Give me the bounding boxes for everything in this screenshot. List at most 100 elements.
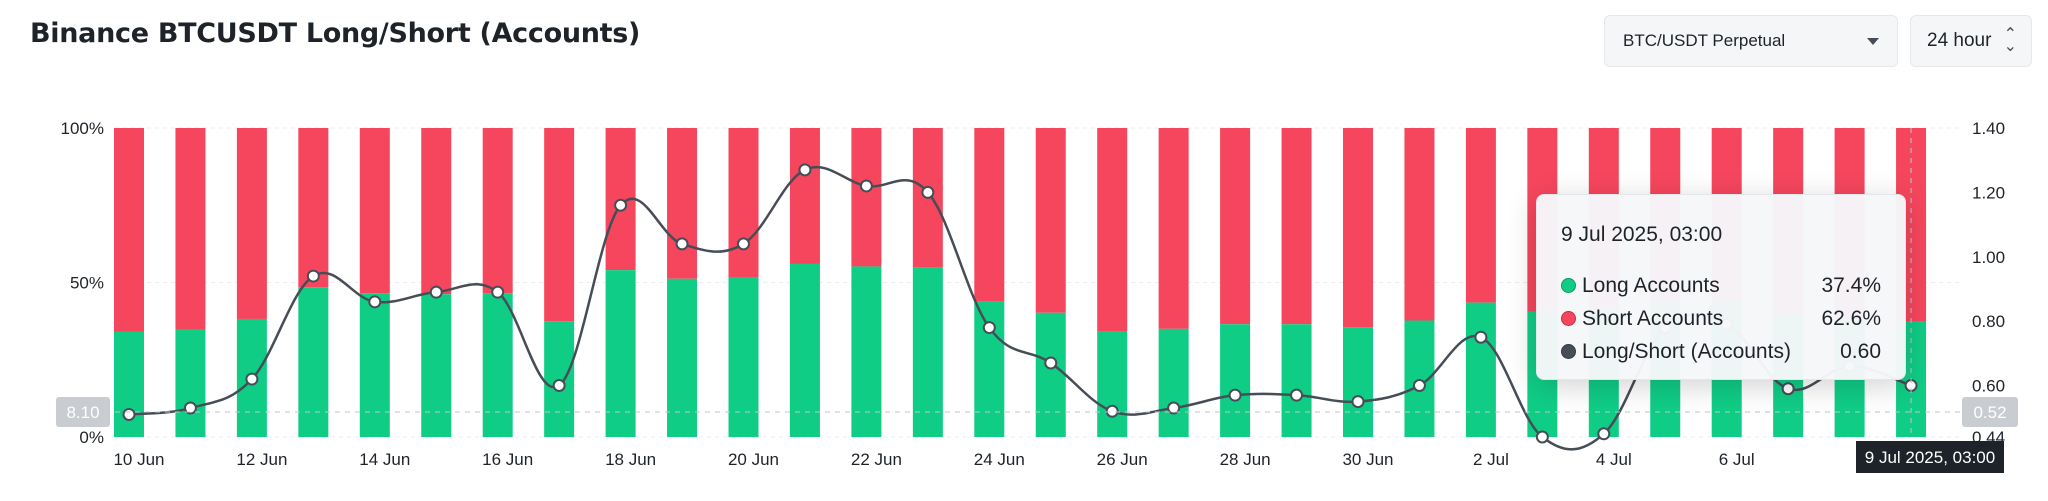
short-bar	[1281, 128, 1312, 325]
up-down-chevron-icon: ⌃ ⌄	[2003, 26, 2017, 55]
y2-tick-label: 0.60	[1972, 377, 2005, 396]
y-tick-label: 50%	[70, 274, 104, 293]
short-bar	[359, 128, 390, 294]
tooltip-date: 9 Jul 2025, 03:00	[1561, 223, 1723, 246]
long-bar	[359, 293, 390, 437]
x-tick-label: 16 Jun	[482, 450, 533, 469]
long-bar	[1097, 331, 1128, 437]
ratio-point	[921, 185, 935, 199]
y2-tick-label: 1.00	[1972, 248, 2005, 267]
ratio-point	[368, 295, 382, 309]
ratio-legend-dot	[1561, 344, 1576, 359]
long-bar	[728, 277, 759, 437]
short-bar	[974, 128, 1005, 302]
y-tick-label: 100%	[61, 119, 104, 138]
ratio-point	[798, 163, 812, 177]
ratio-point	[1597, 427, 1611, 441]
long-bar	[912, 267, 943, 437]
ratio-point	[491, 285, 505, 299]
ratio-point	[1044, 356, 1058, 370]
ratio-point	[245, 372, 259, 386]
chart-tooltip: 9 Jul 2025, 03:00 Long Accounts 37.4% Sh…	[1536, 194, 1906, 380]
long-bar	[1465, 302, 1496, 437]
ratio-point	[1474, 330, 1488, 344]
tooltip-label: Long/Short (Accounts)	[1582, 339, 1791, 363]
x-tick-label: 20 Jun	[728, 450, 779, 469]
short-bar	[1343, 128, 1373, 328]
x-tick-label: 18 Jun	[605, 450, 656, 469]
short-legend-dot	[1561, 311, 1576, 326]
market-select-label: BTC/USDT Perpetual	[1623, 31, 1786, 50]
long-bar	[667, 278, 698, 437]
x-tick-label: 22 Jun	[851, 450, 902, 469]
crosshair-left-label: 8.10	[66, 403, 99, 422]
long-bar	[175, 329, 206, 437]
ratio-point	[1105, 404, 1119, 418]
short-bar	[1220, 128, 1251, 325]
tooltip-label: Long Accounts	[1582, 273, 1720, 297]
short-bar	[421, 128, 452, 295]
ratio-point	[1167, 401, 1181, 415]
ratio-point	[306, 269, 320, 283]
tooltip-value: 37.4%	[1821, 273, 1881, 297]
ratio-point	[675, 237, 689, 251]
short-bar	[1158, 128, 1189, 329]
ratio-point	[122, 407, 136, 421]
ratio-point	[1228, 388, 1242, 402]
ratio-point	[859, 179, 873, 193]
period-select-label: 24 hour	[1927, 30, 1992, 51]
crosshair-x-box	[1856, 441, 2004, 473]
short-bar	[114, 128, 144, 332]
x-tick-label: 14 Jun	[359, 450, 410, 469]
ratio-point	[1781, 382, 1795, 396]
x-tick-label: 10 Jun	[113, 450, 164, 469]
ratio-point	[1535, 430, 1549, 444]
short-bar	[298, 128, 329, 288]
tooltip-row-long: Long Accounts 37.4%	[1561, 269, 1881, 302]
long-bar	[1035, 312, 1066, 437]
y-tick-label: 0%	[79, 428, 104, 447]
crosshair-left-box	[56, 397, 110, 427]
ratio-point	[982, 321, 996, 335]
ratio-point	[614, 198, 628, 212]
ratio-point	[1412, 379, 1426, 392]
long-bar	[605, 270, 636, 437]
tooltip-value: 62.6%	[1821, 306, 1881, 330]
market-select[interactable]: BTC/USDT Perpetual	[1604, 15, 1898, 67]
ratio-point	[1290, 388, 1304, 402]
ratio-point	[1351, 395, 1365, 409]
long-bar	[114, 331, 144, 437]
tooltip-row-ratio: Long/Short (Accounts) 0.60	[1561, 335, 1881, 368]
period-select[interactable]: 24 hour ⌃ ⌄	[1910, 15, 2032, 67]
x-tick-label: 4 Jul	[1596, 450, 1632, 469]
long-bar	[1220, 324, 1251, 437]
x-tick-label: 28 Jun	[1220, 450, 1271, 469]
x-tick-label: 6 Jul	[1719, 450, 1755, 469]
ratio-point	[737, 237, 750, 251]
short-bar	[851, 128, 882, 267]
tooltip-value: 0.60	[1840, 339, 1881, 363]
long-bar	[482, 293, 513, 437]
x-tick-label: 24 Jun	[974, 450, 1025, 469]
long-legend-dot	[1561, 278, 1576, 293]
x-tick-label: 2 Jul	[1473, 450, 1509, 469]
ratio-point	[429, 285, 443, 299]
tooltip-label: Short Accounts	[1582, 306, 1724, 330]
ratio-point	[552, 379, 566, 392]
y2-tick-label: 1.40	[1972, 119, 2005, 138]
x-tick-label: 12 Jun	[236, 450, 287, 469]
short-bar	[1097, 128, 1128, 332]
crosshair-right-label: 0.52	[1973, 403, 2006, 422]
short-bar	[544, 128, 575, 322]
long-bar	[298, 287, 329, 437]
short-bar	[728, 128, 759, 278]
short-bar	[789, 128, 820, 264]
short-bar	[482, 128, 513, 294]
x-tick-label: 30 Jun	[1342, 450, 1393, 469]
short-bar	[1465, 128, 1496, 303]
short-bar	[1035, 128, 1066, 313]
long-bar	[1158, 328, 1189, 437]
crosshair-right-box	[1962, 397, 2018, 427]
short-bar	[1404, 128, 1435, 321]
